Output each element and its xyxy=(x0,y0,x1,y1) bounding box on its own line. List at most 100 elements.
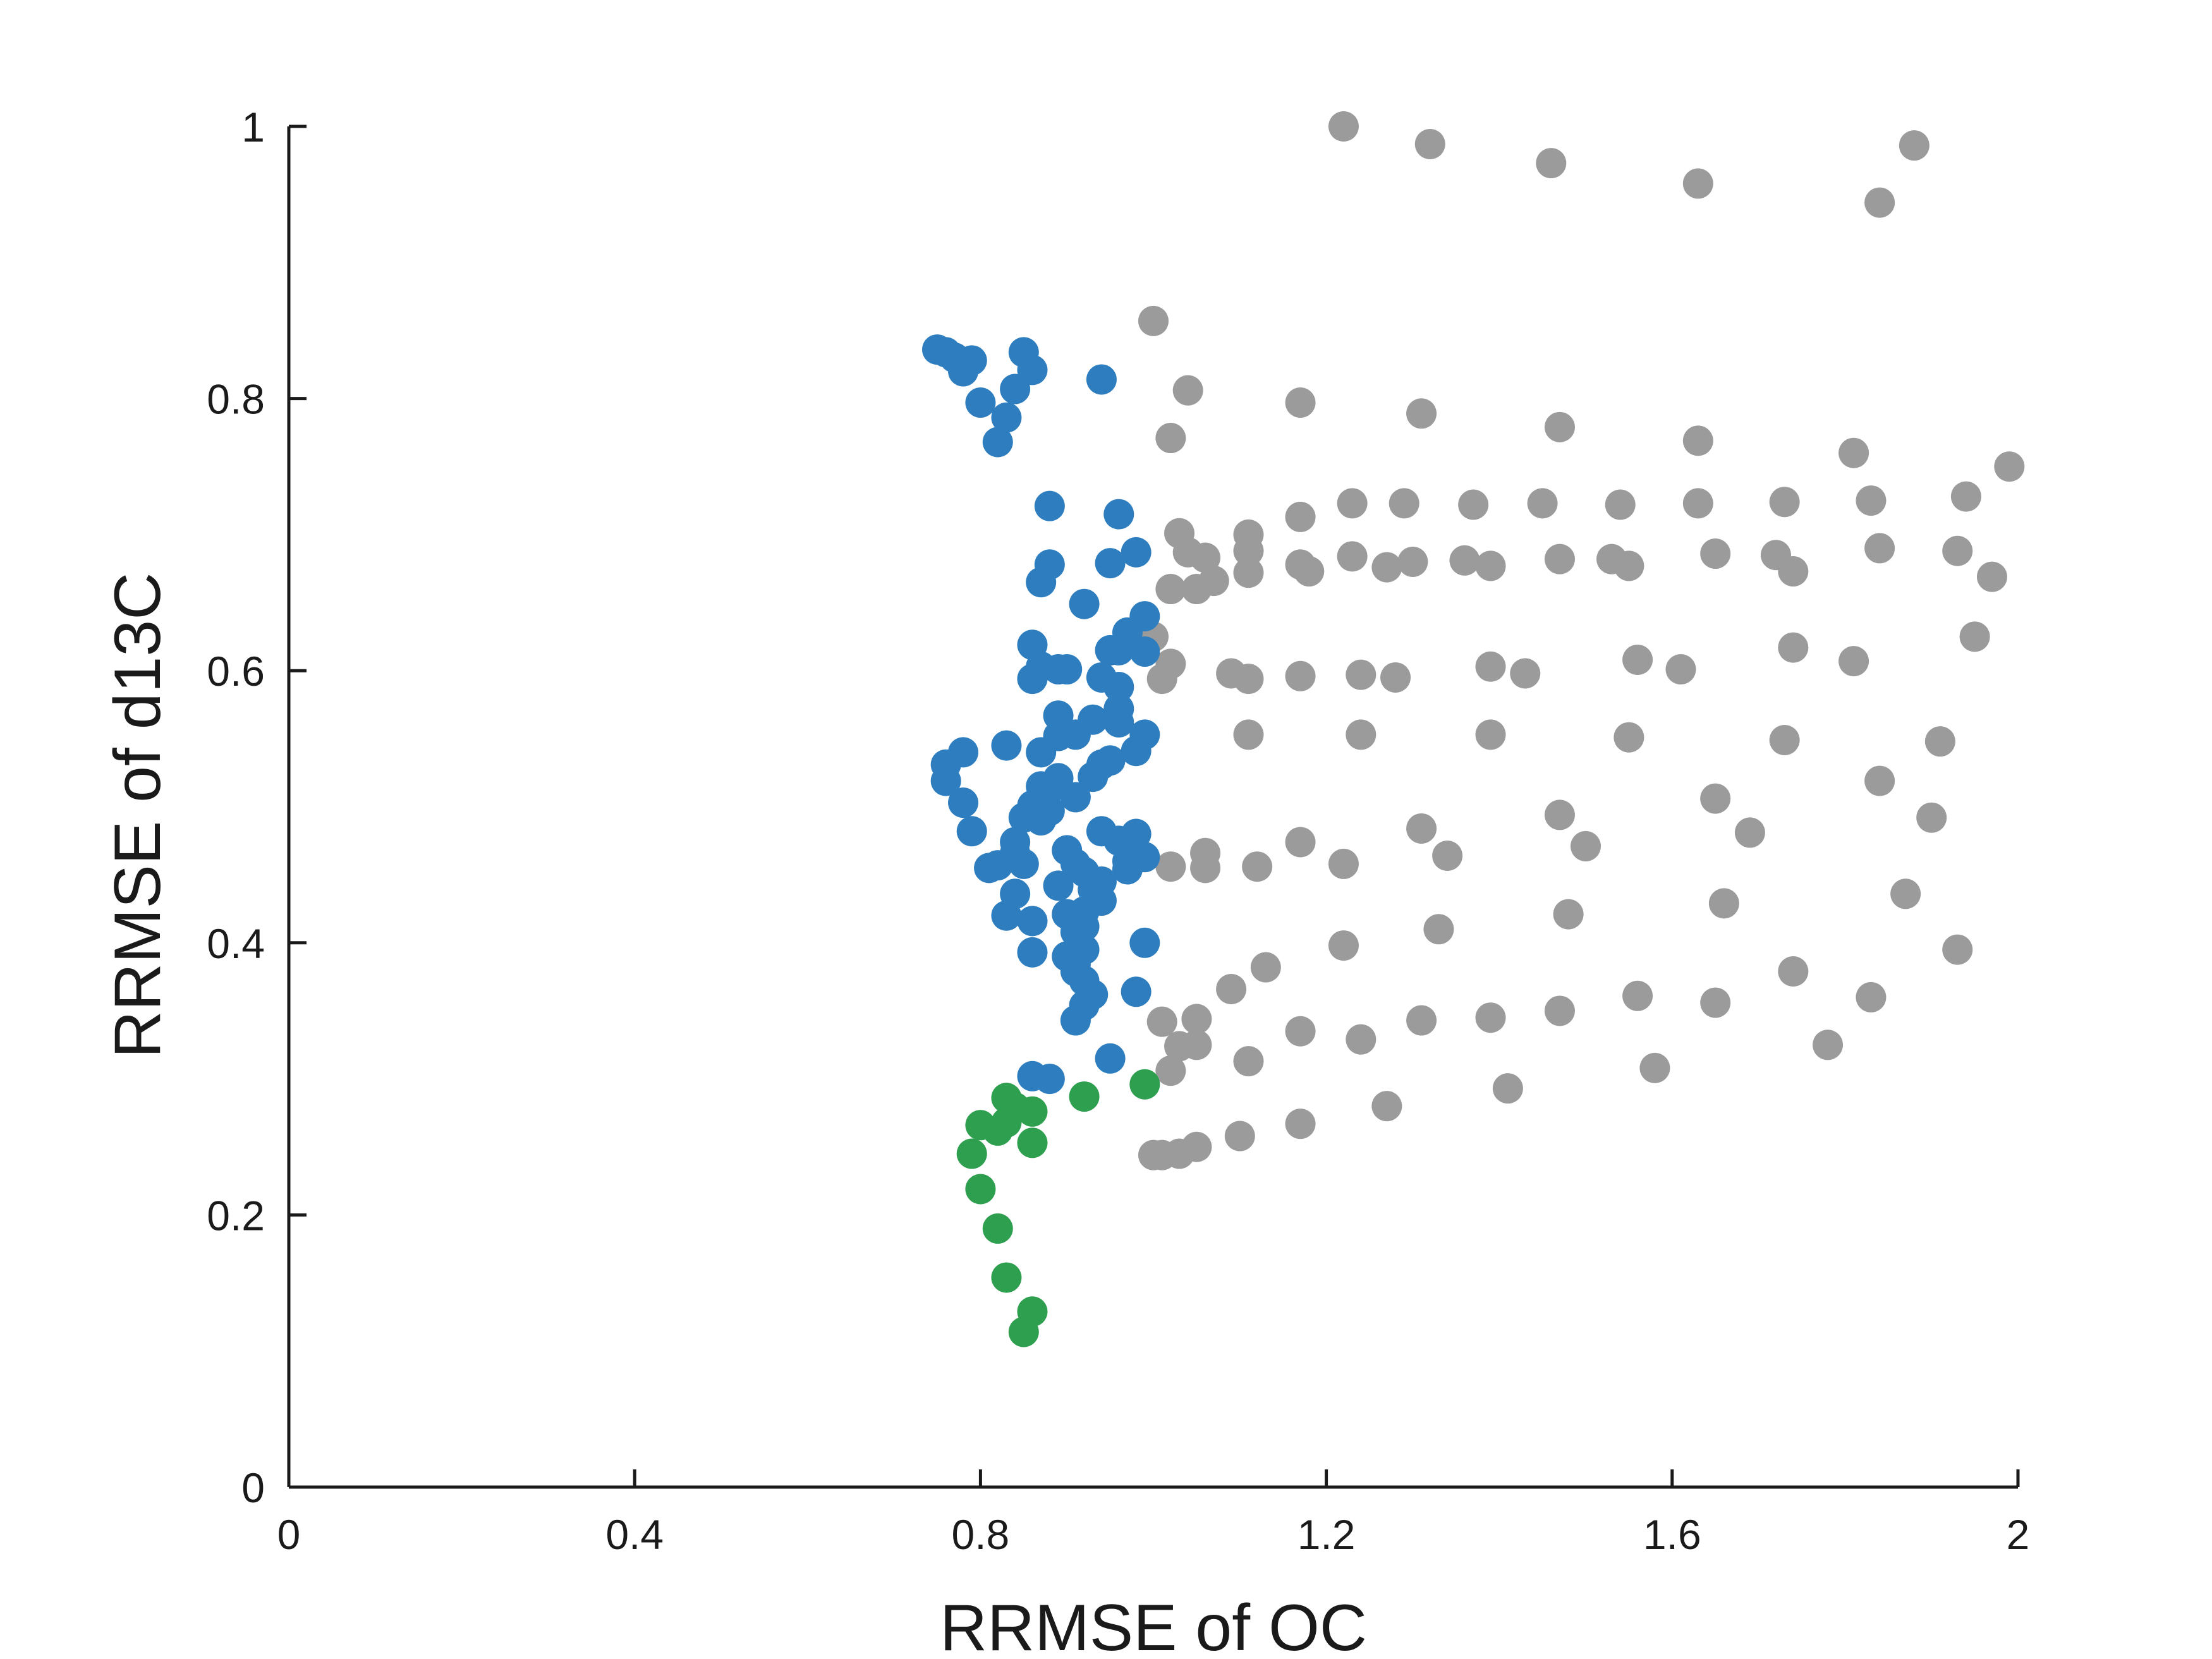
data-point xyxy=(991,1262,1022,1293)
y-tick-label: 0.2 xyxy=(207,1192,265,1239)
data-point xyxy=(1682,168,1713,199)
data-point xyxy=(956,816,987,847)
data-point xyxy=(1838,646,1869,677)
data-point xyxy=(1043,870,1074,901)
data-point xyxy=(1605,489,1636,520)
data-point xyxy=(1682,425,1713,456)
data-point xyxy=(956,345,987,376)
data-point xyxy=(1138,305,1169,336)
data-point xyxy=(965,1174,996,1205)
data-point xyxy=(991,730,1022,761)
data-point xyxy=(1017,664,1048,695)
data-point xyxy=(1285,660,1316,691)
data-point xyxy=(1890,878,1921,909)
data-point xyxy=(1778,556,1809,587)
data-point xyxy=(1129,636,1160,667)
data-point xyxy=(1406,813,1437,844)
data-point xyxy=(1864,187,1895,218)
data-point xyxy=(1665,654,1696,685)
data-point xyxy=(1700,783,1731,814)
data-point xyxy=(1475,550,1506,581)
y-tick-label: 0 xyxy=(241,1464,265,1511)
data-point xyxy=(1017,1127,1048,1158)
data-point xyxy=(1190,853,1221,884)
data-point xyxy=(1778,632,1809,663)
data-point xyxy=(1008,1316,1039,1347)
data-point xyxy=(1942,535,1973,566)
data-point xyxy=(1734,817,1765,848)
data-point xyxy=(1000,374,1031,404)
data-point xyxy=(1224,1121,1255,1152)
data-point xyxy=(1492,1073,1523,1104)
data-point xyxy=(956,1138,987,1169)
data-point xyxy=(1371,1091,1402,1122)
x-ticks: 0 0.4 0.8 1.2 1.6 2 xyxy=(277,1469,2030,1558)
data-point xyxy=(1475,719,1506,750)
data-point xyxy=(1285,1016,1316,1047)
x-axis-title: RRMSE of OC xyxy=(940,1591,1367,1659)
data-point xyxy=(1103,707,1134,738)
data-point xyxy=(1976,561,2007,592)
data-point xyxy=(1544,411,1575,442)
x-tick-label: 1.2 xyxy=(1297,1511,1356,1558)
data-point xyxy=(1034,490,1065,521)
data-point xyxy=(991,900,1022,931)
data-point xyxy=(1086,364,1117,395)
data-point xyxy=(1950,481,1981,512)
y-axis-title: RRMSE of d13C xyxy=(101,573,174,1059)
data-point xyxy=(1406,398,1437,429)
data-point xyxy=(1146,1006,1177,1037)
data-point xyxy=(948,737,979,768)
data-point xyxy=(1069,588,1100,619)
plot-area xyxy=(922,111,2025,1347)
data-point xyxy=(1233,1046,1264,1077)
data-point xyxy=(1544,995,1575,1026)
y-tick-label: 0.4 xyxy=(207,920,265,967)
series-1 xyxy=(922,334,1160,1095)
data-point xyxy=(1086,866,1117,897)
data-point xyxy=(1380,662,1411,693)
data-point xyxy=(1328,111,1359,142)
y-tick-label: 0.8 xyxy=(207,376,265,423)
data-point xyxy=(982,850,1013,881)
data-point xyxy=(1017,1096,1048,1127)
y-ticks: 0 0.2 0.4 0.6 0.8 1 xyxy=(207,104,307,1511)
data-point xyxy=(1813,1030,1844,1060)
data-point xyxy=(1778,956,1809,987)
data-point xyxy=(1639,1052,1670,1083)
data-point xyxy=(1544,544,1575,574)
data-point xyxy=(1337,488,1368,519)
data-point xyxy=(1026,737,1057,768)
data-point xyxy=(1233,535,1264,566)
data-point xyxy=(1622,644,1653,675)
data-point xyxy=(1916,802,1947,833)
data-point xyxy=(1328,930,1359,961)
data-point xyxy=(1146,664,1177,695)
data-point xyxy=(1164,1031,1195,1062)
data-point xyxy=(1406,1005,1437,1036)
data-point xyxy=(1682,488,1713,519)
data-point xyxy=(1060,782,1091,813)
data-point xyxy=(1708,888,1739,919)
x-tick-label: 0.8 xyxy=(952,1511,1010,1558)
data-point xyxy=(1864,533,1895,564)
data-point xyxy=(1294,556,1325,587)
data-point xyxy=(1198,566,1229,597)
data-point xyxy=(1129,927,1160,958)
data-point xyxy=(1622,980,1653,1011)
data-point xyxy=(1060,1005,1091,1036)
data-point xyxy=(1121,818,1152,849)
data-point xyxy=(965,387,996,418)
data-point xyxy=(1397,546,1428,577)
data-point xyxy=(1242,851,1273,882)
data-point xyxy=(1864,765,1895,796)
x-tick-label: 0 xyxy=(277,1511,301,1558)
data-point xyxy=(1121,736,1152,767)
data-point xyxy=(1544,799,1575,830)
data-point xyxy=(982,427,1013,458)
data-point xyxy=(1510,658,1541,689)
x-tick-label: 2 xyxy=(2007,1511,2030,1558)
data-point xyxy=(991,402,1022,433)
data-point xyxy=(1181,1004,1212,1035)
